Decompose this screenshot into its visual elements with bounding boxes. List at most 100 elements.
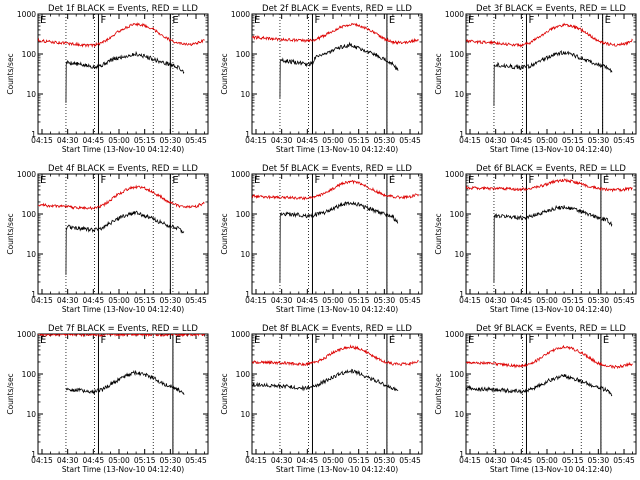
x-tick-label: 05:45 (399, 296, 421, 305)
chart-title: Det 7f BLACK = Events, RED = LLD (48, 324, 198, 334)
x-tick-label: 04:45 (297, 456, 319, 465)
plot-frame (465, 333, 637, 455)
plot-frame (251, 13, 423, 135)
chart-title: Det 4f BLACK = Events, RED = LLD (48, 164, 198, 174)
x-axis-label: Start Time (13-Nov-10 04:12:40) (62, 465, 184, 474)
marker-label: F (528, 175, 534, 186)
marker-label: E (40, 15, 46, 26)
x-tick-label: 05:15 (562, 136, 584, 145)
x-axis-label: Start Time (13-Nov-10 04:12:40) (490, 305, 612, 314)
panel-det-1: Det 1f BLACK = Events, RED = LLD 1 10 100 10… (6, 4, 209, 154)
plot-frame (37, 173, 209, 295)
x-tick-label: 04:30 (57, 456, 79, 465)
marker-label: E (468, 175, 474, 186)
x-tick-label: 04:30 (271, 456, 293, 465)
series-lld-line (466, 178, 633, 193)
y-tick-label: 1 (31, 130, 36, 139)
x-tick-label: 04:15 (245, 456, 267, 465)
x-tick-label: 04:15 (31, 456, 53, 465)
x-tick-label: 05:00 (536, 296, 558, 305)
marker-label: E (468, 335, 474, 346)
x-tick-label: 04:15 (245, 296, 267, 305)
y-tick-label: 100 (22, 210, 37, 219)
y-tick-label: 1000 (231, 170, 250, 179)
y-axis-label: Counts/sec (6, 53, 15, 94)
marker-label: E (468, 15, 474, 26)
chart-title: Det 9f BLACK = Events, RED = LLD (476, 324, 626, 334)
plot-frame (251, 173, 423, 295)
x-tick-label: 04:30 (485, 296, 507, 305)
x-tick-label: 04:45 (297, 136, 319, 145)
y-axis-label: Counts/sec (434, 373, 443, 414)
y-tick-label: 10 (240, 90, 250, 99)
marker-label: E (254, 175, 260, 186)
y-tick-label: 100 (450, 210, 465, 219)
x-axis-label: Start Time (13-Nov-10 04:12:40) (276, 465, 398, 474)
series-lld-line (38, 22, 205, 48)
marker-label: E (175, 335, 181, 346)
y-tick-label: 1 (31, 450, 36, 459)
plot-frame (465, 173, 637, 295)
series-events-line (65, 210, 185, 275)
y-tick-label: 1 (459, 450, 464, 459)
y-tick-label: 10 (454, 250, 464, 259)
series-events-line (493, 49, 613, 107)
marker-label: F (314, 335, 320, 346)
y-tick-label: 1 (245, 290, 250, 299)
x-tick-label: 04:15 (31, 136, 53, 145)
x-tick-label: 05:30 (160, 296, 182, 305)
x-tick-label: 05:00 (536, 456, 558, 465)
x-axis-label: Start Time (13-Nov-10 04:12:40) (62, 145, 184, 154)
x-tick-label: 04:15 (459, 296, 481, 305)
x-tick-label: 04:45 (511, 296, 533, 305)
x-tick-label: 04:45 (511, 456, 533, 465)
x-tick-label: 05:15 (348, 296, 370, 305)
series-lld-line (466, 344, 633, 370)
y-axis-label: Counts/sec (434, 213, 443, 254)
x-tick-label: 05:15 (348, 456, 370, 465)
marker-label: E (254, 335, 260, 346)
x-tick-label: 05:00 (536, 136, 558, 145)
marker-label: E (389, 175, 395, 186)
x-tick-label: 05:00 (108, 136, 130, 145)
x-axis-label: Start Time (13-Nov-10 04:12:40) (490, 465, 612, 474)
chart-title: Det 3f BLACK = Events, RED = LLD (476, 4, 626, 14)
x-tick-label: 05:00 (108, 456, 130, 465)
chart-title: Det 1f BLACK = Events, RED = LLD (48, 4, 198, 14)
marker-label: E (172, 175, 178, 186)
x-tick-label: 04:45 (83, 136, 105, 145)
plot-frame (37, 13, 209, 135)
x-tick-label: 05:15 (562, 296, 584, 305)
chart-title: Det 6f BLACK = Events, RED = LLD (476, 164, 626, 174)
y-tick-label: 10 (454, 90, 464, 99)
marker-label: E (389, 15, 395, 26)
series-lld-line (38, 334, 205, 338)
y-tick-label: 100 (450, 50, 465, 59)
marker-label: F (100, 175, 106, 186)
marker-label: F (100, 335, 106, 346)
x-tick-label: 04:30 (57, 136, 79, 145)
x-tick-label: 04:45 (83, 456, 105, 465)
marker-label: E (389, 335, 395, 346)
x-axis-label: Start Time (13-Nov-10 04:12:40) (62, 305, 184, 314)
marker-label: E (172, 15, 178, 26)
marker-label: E (603, 175, 609, 186)
series-lld-line (466, 22, 633, 48)
x-tick-label: 04:15 (459, 136, 481, 145)
marker-label: F (528, 335, 534, 346)
marker-label: E (605, 15, 611, 26)
y-tick-label: 1000 (17, 170, 36, 179)
series-events-line (65, 369, 185, 396)
panel-det-8: Det 8f BLACK = Events, RED = LLD 1 10 100 10… (220, 324, 423, 474)
x-tick-label: 04:30 (271, 296, 293, 305)
x-tick-label: 05:45 (185, 456, 207, 465)
y-axis-label: Counts/sec (6, 213, 15, 254)
x-tick-label: 05:30 (588, 456, 610, 465)
chart-title: Det 8f BLACK = Events, RED = LLD (262, 324, 412, 334)
x-tick-label: 04:45 (297, 296, 319, 305)
y-tick-label: 1000 (17, 10, 36, 19)
x-tick-label: 04:30 (485, 456, 507, 465)
series-events-line (279, 201, 399, 282)
panel-det-4: Det 4f BLACK = Events, RED = LLD 1 10 100 10… (6, 164, 209, 314)
x-tick-label: 05:30 (588, 136, 610, 145)
